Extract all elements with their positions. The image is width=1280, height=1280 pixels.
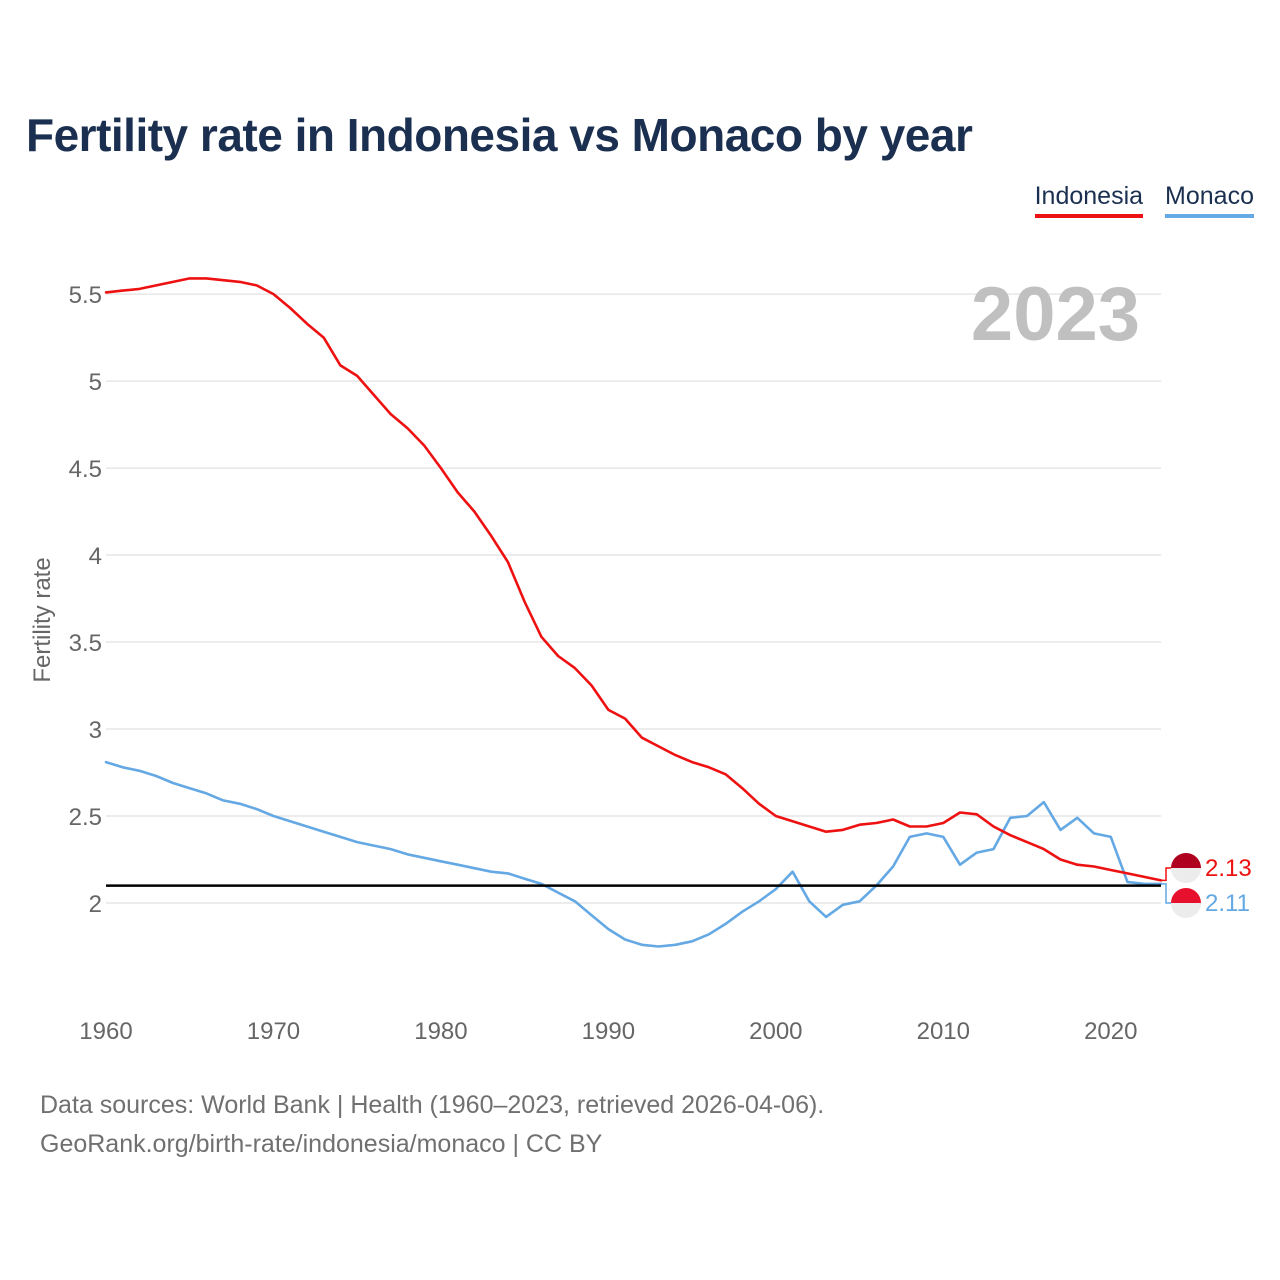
source-url-text[interactable]: GeoRank.org/birth-rate/indonesia/monaco … <box>40 1130 603 1158</box>
end-value-label: 2.11 <box>1205 890 1250 917</box>
x-tick-label: 2000 <box>749 1018 802 1045</box>
x-tick-label: 1990 <box>582 1018 635 1045</box>
series-line-monaco <box>104 760 1163 948</box>
x-tick-label: 1980 <box>414 1018 467 1045</box>
x-tick-label: 1970 <box>247 1018 300 1045</box>
y-tick-label: 2.5 <box>69 804 102 831</box>
y-tick-label: 2 <box>89 891 102 918</box>
x-tick-label: 2020 <box>1084 1018 1137 1045</box>
legend-item-monaco[interactable]: Monaco <box>1165 182 1254 218</box>
y-tick-label: 5 <box>89 369 102 396</box>
end-label-connector <box>1161 883 1172 904</box>
end-labels: 2.13 2.11 <box>1161 853 1252 918</box>
legend-item-indonesia[interactable]: Indonesia <box>1034 182 1144 218</box>
x-tick-label: 1960 <box>79 1018 132 1045</box>
y-axis-ticks: 2 2.5 3 3.5 4 4.5 5 5.5 <box>69 282 102 918</box>
y-tick-label: 5.5 <box>69 282 102 309</box>
line-chart: 2 2.5 3 3.5 4 4.5 5 5.5 1960 1970 1980 1990 2000 201… <box>29 272 1252 1045</box>
year-label: 2023 <box>971 272 1140 357</box>
footer: Data sources: World Bank | Health (1960–… <box>40 1086 824 1164</box>
end-value-label: 2.13 <box>1205 855 1252 882</box>
series-lines <box>104 277 1163 948</box>
chart-title: Fertility rate in Indonesia vs Monaco by… <box>26 109 973 161</box>
flag-icon <box>1171 853 1201 883</box>
y-tick-label: 3.5 <box>69 630 102 657</box>
gridlines <box>106 293 1161 904</box>
legend: Indonesia Monaco <box>1034 182 1254 218</box>
flag-icon <box>1171 888 1201 918</box>
y-axis-label: Fertility rate <box>29 557 56 682</box>
data-sources-text: Data sources: World Bank | Health (1960–… <box>40 1091 825 1119</box>
y-tick-label: 3 <box>89 717 102 744</box>
series-line-indonesia <box>104 277 1163 882</box>
y-tick-label: 4 <box>89 543 102 570</box>
end-label-connector <box>1161 867 1172 882</box>
x-axis-ticks: 1960 1970 1980 1990 2000 2010 2020 <box>79 1018 1137 1045</box>
x-tick-label: 2010 <box>917 1018 970 1045</box>
y-tick-label: 4.5 <box>69 456 102 483</box>
